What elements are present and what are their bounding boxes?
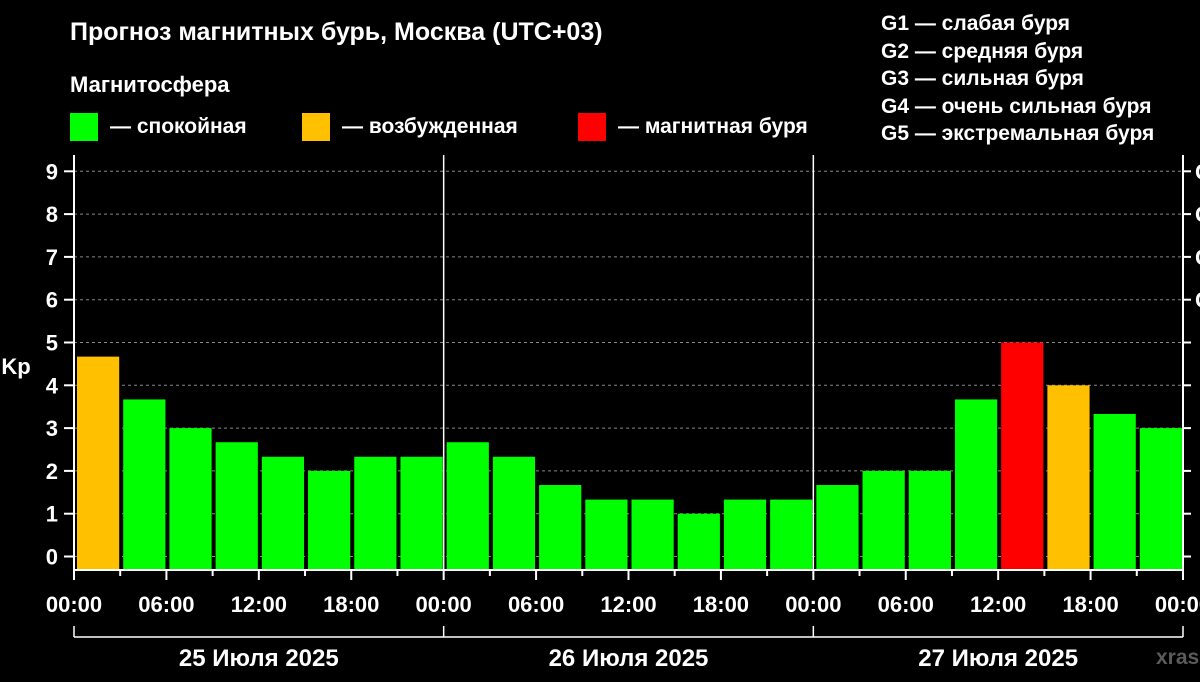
x-tick-label-2: 12:00 — [231, 592, 287, 617]
x-tick-label-3: 18:00 — [323, 592, 379, 617]
kp-bar-0 — [77, 356, 120, 570]
day-label-1: 26 Июля 2025 — [549, 645, 709, 672]
kp-bar-23 — [1139, 428, 1182, 570]
x-tick-label-1: 06:00 — [138, 592, 194, 617]
kp-bar-2 — [169, 428, 212, 570]
kp-bar-14 — [723, 499, 767, 570]
storm-scale-legend: G1 — слабая буря G2 — средняя буря G3 — … — [881, 10, 1181, 148]
y-tick-label-3: 3 — [46, 416, 58, 441]
legend-swatch-quiet — [70, 113, 98, 141]
y-tick-label-5: 5 — [46, 331, 58, 356]
kp-bar-1 — [123, 399, 166, 570]
kp-bar-15 — [770, 499, 813, 570]
legend: — спокойная — возбужденная — магнитная б… — [70, 113, 870, 143]
legend-label-quiet: — спокойная — [110, 115, 247, 138]
y-tick-label-6: 6 — [46, 288, 58, 313]
kp-bar-20 — [1001, 342, 1044, 570]
watermark: xras — [1156, 646, 1200, 669]
g-scale-item-g2: G2 — средняя буря — [881, 39, 1084, 63]
kp-bar-9 — [492, 456, 536, 570]
y-tick-label-0: 0 — [46, 545, 58, 570]
kp-bar-19 — [954, 399, 998, 570]
g-scale-item-g5: G5 — экстремальная буря — [881, 122, 1155, 145]
legend-label-excited: — возбужденная — [342, 115, 518, 138]
kp-bar-21 — [1047, 385, 1090, 570]
x-tick-label-5: 06:00 — [508, 592, 564, 617]
kp-bar-5 — [308, 470, 351, 570]
kp-bar-10 — [539, 485, 582, 570]
y-tick-label-9: 9 — [46, 159, 58, 184]
legend-swatch-excited — [302, 113, 330, 141]
g-scale-item-g4: G4 — очень сильная буря — [881, 94, 1152, 118]
x-tick-label-10: 12:00 — [970, 592, 1026, 617]
x-tick-label-6: 12:00 — [600, 592, 656, 617]
y-tick-label-7: 7 — [46, 245, 58, 270]
y-tick-label-8: 8 — [46, 202, 58, 227]
magnetosphere-heading: Магнитосфера — [70, 72, 230, 97]
legend-item-quiet: — спокойная — [70, 113, 247, 141]
kp-bar-8 — [446, 442, 489, 570]
day-label-0: 25 Июля 2025 — [179, 645, 339, 672]
x-tick-label-11: 18:00 — [1062, 592, 1118, 617]
kp-bar-7 — [400, 456, 443, 570]
x-tick-label-9: 06:00 — [878, 592, 934, 617]
x-tick-label-7: 18:00 — [693, 592, 749, 617]
kp-bar-4 — [261, 456, 305, 570]
g-scale-item-g3: G3 — сильная буря — [881, 67, 1084, 90]
y-tick-label-right-8: G — [1195, 202, 1200, 227]
kp-bar-17 — [862, 470, 905, 570]
x-tick-label-0: 00:00 — [46, 592, 102, 617]
y-tick-label-4: 4 — [46, 373, 59, 398]
y-tick-label-right-7: G — [1195, 245, 1200, 270]
y-tick-label-right-6: G — [1195, 288, 1200, 313]
kp-bar-22 — [1093, 413, 1136, 570]
day-label-2: 27 Июля 2025 — [918, 645, 1078, 672]
kp-bar-16 — [816, 485, 859, 570]
legend-label-storm: — магнитная буря — [618, 115, 808, 138]
g-scale-item-g1: G1 — слабая буря — [881, 12, 1071, 35]
y-tick-label-2: 2 — [46, 459, 58, 484]
y-axis-label: Kp — [1, 354, 30, 379]
kp-bar-11 — [585, 499, 628, 570]
kp-bar-18 — [908, 470, 951, 570]
page-title: Прогноз магнитных бурь, Москва (UTC+03) — [70, 18, 603, 46]
legend-swatch-storm — [578, 113, 606, 141]
x-tick-label-4: 00:00 — [416, 592, 472, 617]
x-tick-label-12: 00:00 — [1155, 592, 1200, 617]
legend-item-excited: — возбужденная — [302, 113, 518, 141]
y-tick-label-right-9: G — [1195, 159, 1200, 184]
legend-item-storm: — магнитная буря — [578, 113, 808, 141]
y-tick-label-1: 1 — [46, 502, 58, 527]
kp-bar-3 — [215, 442, 258, 570]
kp-bar-13 — [677, 513, 720, 570]
kp-bar-12 — [631, 499, 674, 570]
x-tick-label-8: 00:00 — [785, 592, 841, 617]
kp-bar-6 — [354, 456, 397, 570]
